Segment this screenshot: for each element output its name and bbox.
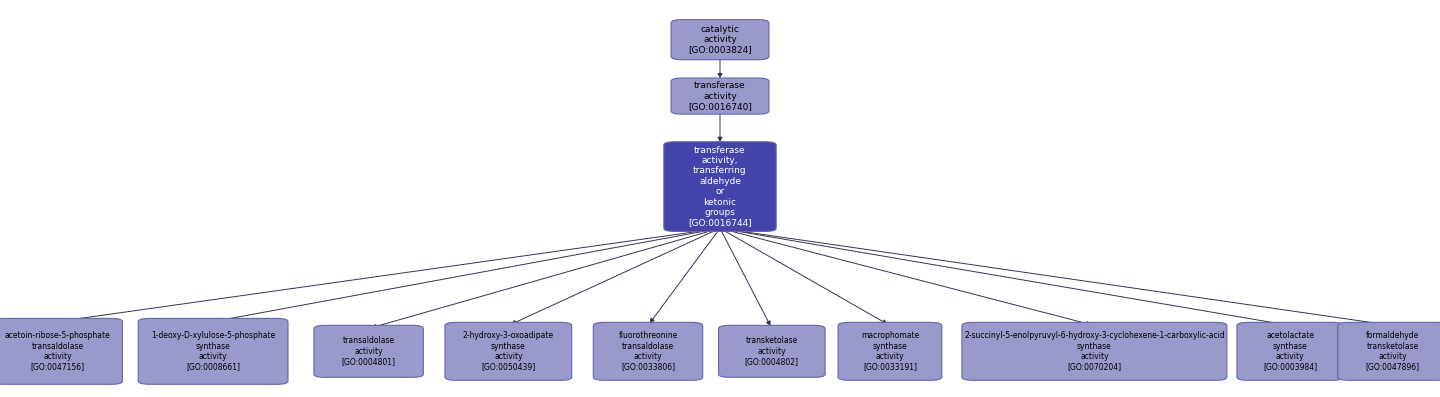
Text: macrophomate
synthase
activity
[GO:0033191]: macrophomate synthase activity [GO:00331… — [861, 331, 919, 372]
Text: transferase
activity
[GO:0016740]: transferase activity [GO:0016740] — [688, 81, 752, 111]
Text: 1-deoxy-D-xylulose-5-phosphate
synthase
activity
[GO:0008661]: 1-deoxy-D-xylulose-5-phosphate synthase … — [151, 331, 275, 372]
Text: catalytic
activity
[GO:0003824]: catalytic activity [GO:0003824] — [688, 25, 752, 55]
Text: transketolase
activity
[GO:0004802]: transketolase activity [GO:0004802] — [744, 336, 799, 366]
Text: formaldehyde
transketolase
activity
[GO:0047896]: formaldehyde transketolase activity [GO:… — [1365, 331, 1420, 372]
FancyBboxPatch shape — [445, 322, 572, 380]
Text: transferase
activity,
transferring
aldehyde
or
ketonic
groups
[GO:0016744]: transferase activity, transferring aldeh… — [688, 146, 752, 227]
FancyBboxPatch shape — [138, 318, 288, 384]
Text: 2-succinyl-5-enolpyruvyl-6-hydroxy-3-cyclohexene-1-carboxylic-acid
synthase
acti: 2-succinyl-5-enolpyruvyl-6-hydroxy-3-cyc… — [963, 331, 1225, 372]
Text: 2-hydroxy-3-oxoadipate
synthase
activity
[GO:0050439]: 2-hydroxy-3-oxoadipate synthase activity… — [462, 331, 554, 372]
FancyBboxPatch shape — [671, 19, 769, 60]
FancyBboxPatch shape — [671, 78, 769, 114]
FancyBboxPatch shape — [0, 318, 122, 384]
Text: acetoin-ribose-5-phosphate
transaldolase
activity
[GO:0047156]: acetoin-ribose-5-phosphate transaldolase… — [4, 331, 111, 372]
FancyBboxPatch shape — [664, 142, 776, 231]
FancyBboxPatch shape — [962, 322, 1227, 380]
FancyBboxPatch shape — [314, 326, 423, 377]
FancyBboxPatch shape — [719, 326, 825, 377]
FancyBboxPatch shape — [1338, 322, 1440, 380]
FancyBboxPatch shape — [593, 322, 703, 380]
FancyBboxPatch shape — [838, 322, 942, 380]
Text: fluorothreonine
transaldolase
activity
[GO:0033806]: fluorothreonine transaldolase activity [… — [618, 331, 678, 372]
Text: transaldolase
activity
[GO:0004801]: transaldolase activity [GO:0004801] — [341, 336, 396, 366]
FancyBboxPatch shape — [1237, 322, 1344, 380]
Text: acetolactate
synthase
activity
[GO:0003984]: acetolactate synthase activity [GO:00039… — [1263, 331, 1318, 372]
